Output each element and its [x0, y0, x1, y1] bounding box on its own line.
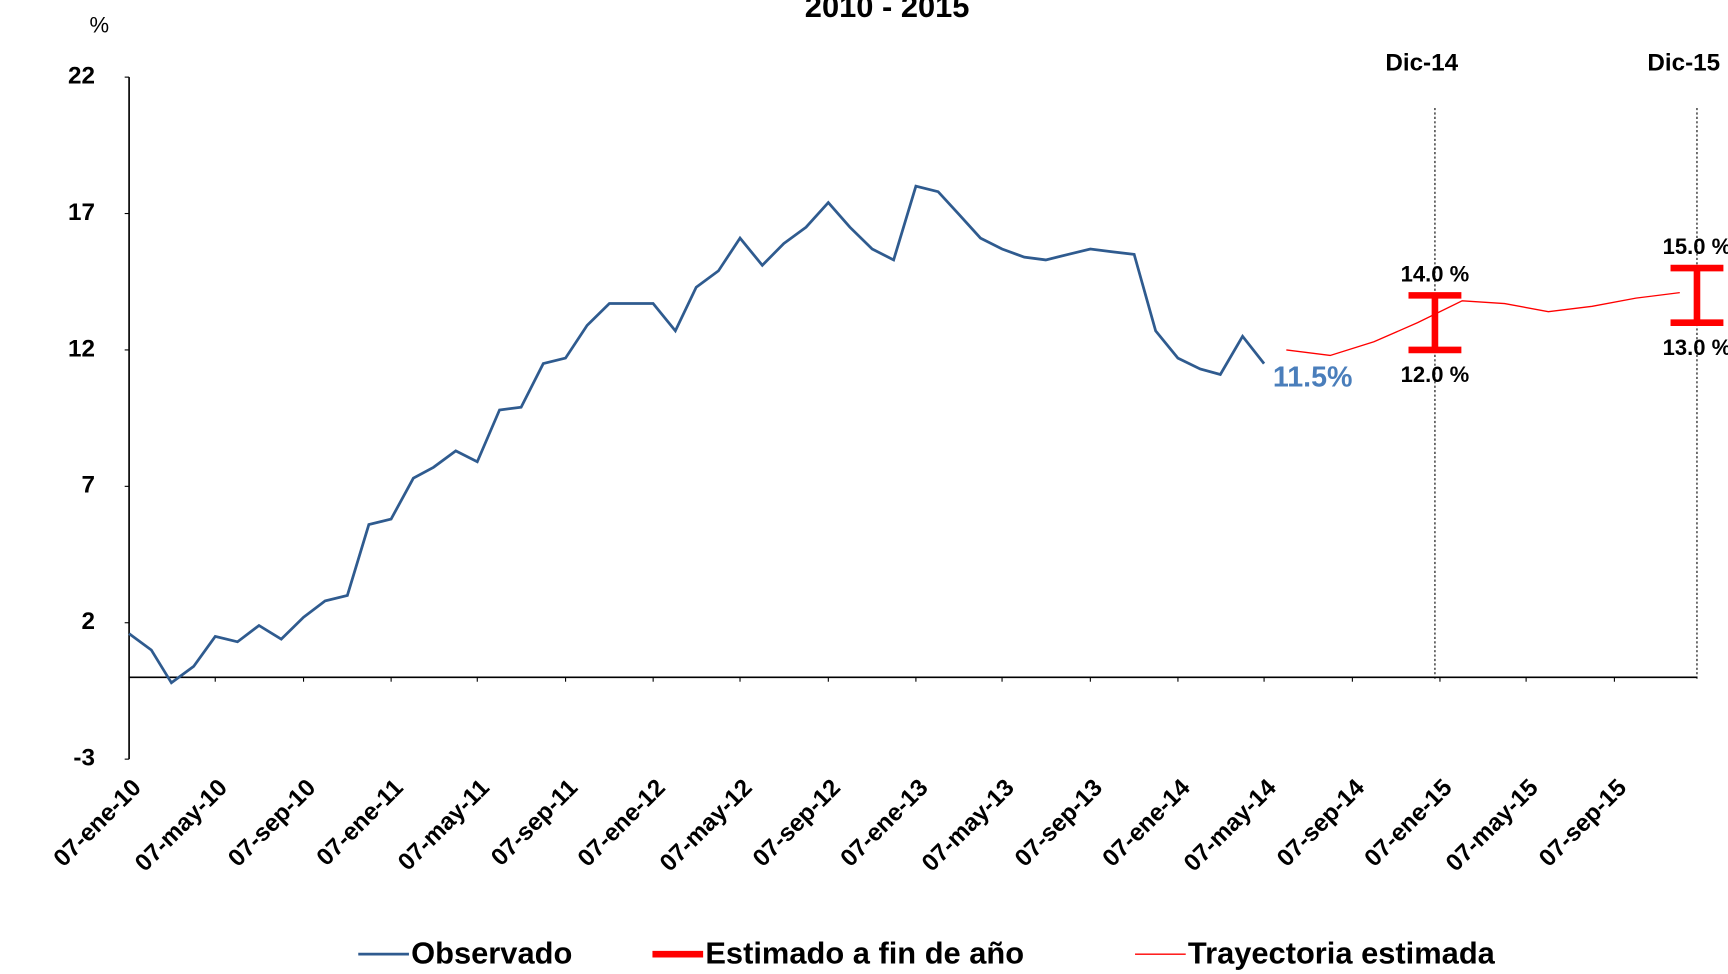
low-label: 12.0 %	[1401, 362, 1470, 387]
x-tick-label: 07-sep-10	[223, 774, 321, 872]
x-tick-label: 07-may-11	[393, 774, 495, 876]
x-tick-label: 07-sep-15	[1534, 774, 1632, 872]
reference-label: Dic-15	[1647, 49, 1720, 76]
x-tick-label: 07-sep-14	[1272, 774, 1370, 872]
legend-label: Estimado a fin de año	[705, 935, 1024, 970]
x-tick-label: 07-sep-13	[1010, 774, 1108, 872]
x-tick-label: 07-sep-11	[486, 774, 583, 871]
x-tick-label: 07-sep-12	[748, 774, 846, 872]
reference-label: Dic-14	[1385, 49, 1458, 76]
series-line	[1286, 291, 1680, 357]
chart-title: 2010 - 2015	[805, 0, 970, 24]
high-label: 14.0 %	[1401, 261, 1470, 286]
y-tick-label: 17	[68, 199, 95, 226]
legend-label: Trayectoria estimada	[1188, 935, 1496, 970]
y-tick-label: 12	[68, 335, 95, 362]
y-tick-label: 7	[81, 472, 94, 499]
y-axis-label: %	[90, 12, 110, 37]
x-tick-label: 07-may-13	[917, 774, 1020, 877]
x-tick-label: 07-may-14	[1179, 774, 1282, 877]
low-label: 13.0 %	[1663, 335, 1728, 360]
high-label: 15.0 %	[1663, 234, 1728, 259]
x-tick-label: 07-may-10	[130, 774, 233, 877]
x-tick-label: 07-may-12	[655, 774, 758, 877]
y-tick-label: 2	[81, 608, 94, 635]
y-tick-label: -3	[73, 745, 95, 772]
x-tick-label: 07-may-15	[1441, 774, 1544, 877]
legend-label: Observado	[411, 935, 572, 970]
series-line	[128, 184, 1266, 685]
annotation: 11.5%	[1273, 362, 1353, 394]
y-tick-label: 22	[68, 63, 95, 90]
